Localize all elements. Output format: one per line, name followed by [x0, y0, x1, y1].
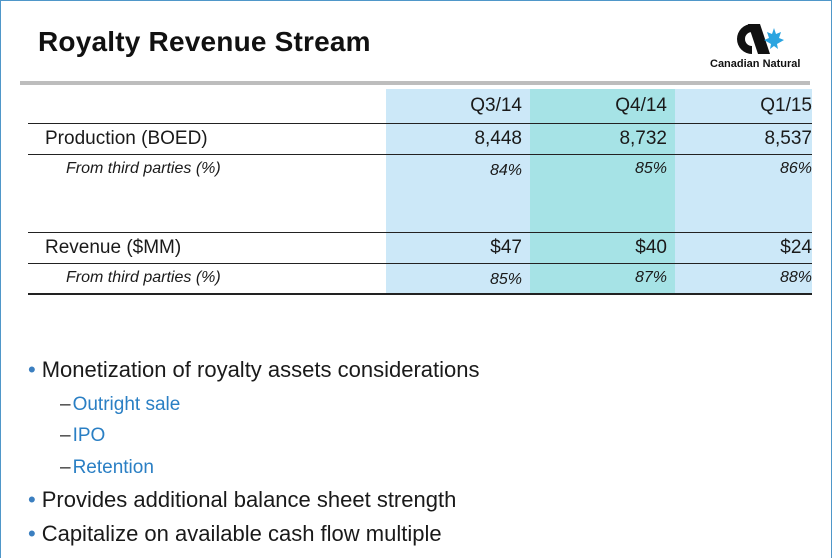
sub-bullet-item: – IPO [60, 425, 105, 447]
canadian-natural-logo-icon [737, 24, 784, 54]
sub-bullet-text: Retention [72, 457, 154, 478]
row-label-revenue: Revenue ($MM) [45, 237, 182, 258]
sub-bullet-item: – Outright sale [60, 394, 180, 416]
sub-bullet-text: Outright sale [72, 394, 181, 415]
row-label-production: Production (BOED) [45, 128, 208, 149]
bullet-item: • Monetization of royalty assets consider… [28, 357, 479, 383]
bullet-icon: • [28, 487, 36, 512]
company-logo: Canadian Natural [700, 22, 818, 74]
title-divider [20, 81, 810, 85]
table-cell: 8,732 [619, 128, 667, 149]
table-cell: $40 [635, 237, 667, 258]
column-header-q4-14: Q4/14 [615, 95, 667, 116]
table-cell: $24 [780, 237, 812, 258]
table-rule [28, 123, 812, 124]
row-label-revenue-third-parties: From third parties (%) [66, 269, 221, 286]
row-label-production-third-parties: From third parties (%) [66, 160, 221, 177]
column-header-q1-15: Q1/15 [760, 95, 812, 116]
table-cell: 88% [779, 269, 812, 286]
bullet-text: Provides additional balance sheet streng… [41, 487, 457, 512]
dash-icon: – [60, 425, 71, 446]
bullet-icon: • [28, 521, 36, 546]
table-cell: 85% [634, 160, 667, 177]
table-cell: 85% [489, 271, 522, 288]
logo-wordmark: Canadian Natural [710, 58, 801, 70]
bullet-item: • Provides additional balance sheet stren… [28, 487, 456, 513]
bullet-icon: • [28, 357, 36, 382]
table-cell: $47 [490, 237, 522, 258]
table-cell: 84% [489, 162, 522, 179]
column-header-q3-14: Q3/14 [470, 95, 522, 116]
bullet-text: Capitalize on available cash flow multip… [41, 521, 442, 546]
bullet-text: Monetization of royalty assets considera… [41, 357, 480, 382]
table-rule [28, 232, 812, 233]
sub-bullet-item: – Retention [60, 457, 154, 479]
dash-icon: – [60, 457, 71, 478]
bullet-item: • Capitalize on available cash flow multi… [28, 521, 442, 547]
table-rule [28, 154, 812, 155]
sub-bullet-text: IPO [72, 425, 106, 446]
page-title: Royalty Revenue Stream [38, 26, 371, 57]
dash-icon: – [60, 394, 71, 415]
table-cell: 86% [779, 160, 812, 177]
table-cell: 8,448 [474, 128, 522, 149]
table-cell: 87% [634, 269, 667, 286]
table-rule [28, 263, 812, 264]
table-bottom-rule [28, 293, 812, 295]
table-cell: 8,537 [764, 128, 812, 149]
